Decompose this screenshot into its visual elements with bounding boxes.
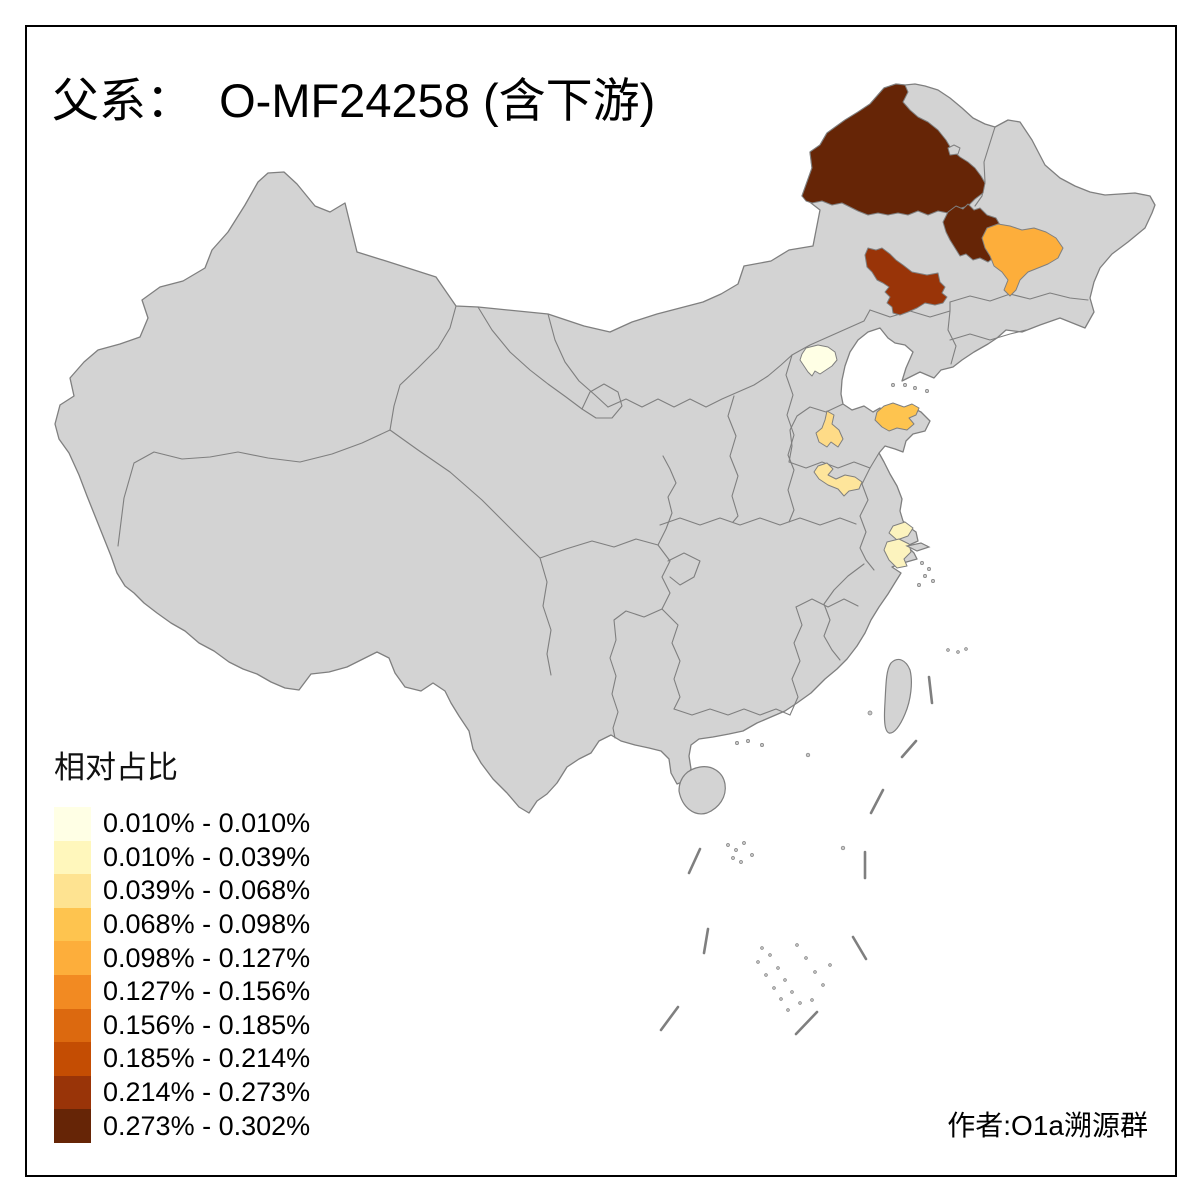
- legend-label: 0.010% - 0.010%: [103, 808, 311, 839]
- legend-item: 0.273% - 0.302%: [54, 1109, 311, 1144]
- legend-title: 相对占比: [54, 750, 178, 785]
- province-borders: [117, 126, 1089, 739]
- map-region-shandong-south: [813, 462, 863, 497]
- legend: 相对占比 0.010% - 0.010% 0.010% - 0.039% 0.0…: [54, 742, 311, 1144]
- legend-label: 0.098% - 0.127%: [103, 942, 311, 973]
- legend-swatch-rect: [54, 941, 91, 976]
- small-islands: [726, 383, 968, 1012]
- legend-label: 0.156% - 0.185%: [103, 1009, 311, 1040]
- legend-label: 0.010% - 0.039%: [103, 841, 311, 872]
- legend-swatch-rect: [54, 1008, 91, 1043]
- legend-swatch: [54, 874, 91, 909]
- legend-label: 0.214% - 0.273%: [103, 1077, 311, 1108]
- legend-item: 0.068% - 0.098%: [54, 907, 311, 942]
- legend-label: 0.185% - 0.214%: [103, 1043, 311, 1074]
- legend-swatch: [54, 941, 91, 976]
- legend-swatch-rect: [54, 807, 91, 841]
- legend-item: 0.010% - 0.010%: [54, 807, 310, 841]
- map-region-shanghai: [883, 538, 912, 569]
- legend-swatch: [54, 807, 91, 841]
- legend-label: 0.273% - 0.302%: [103, 1110, 311, 1141]
- legend-item: 0.185% - 0.214%: [54, 1042, 311, 1077]
- map-region-shandong-west: [815, 410, 844, 448]
- map-region-enclave: [947, 144, 961, 156]
- page-title: 父系： O-MF24258 (含下游): [52, 74, 656, 127]
- legend-item: 0.098% - 0.127%: [54, 941, 311, 976]
- plot-frame: [25, 25, 1177, 1177]
- islands: [678, 542, 931, 815]
- hainan-island: [678, 766, 726, 815]
- nine-dash-line: [659, 675, 934, 1036]
- legend-item: 0.010% - 0.039%: [54, 840, 311, 875]
- legend-label: 0.039% - 0.068%: [103, 875, 311, 906]
- map-region-beijing: [799, 344, 838, 377]
- legend-item: 0.127% - 0.156%: [54, 974, 311, 1009]
- legend-item: 0.039% - 0.068%: [54, 874, 311, 909]
- legend-swatch-rect: [54, 1075, 91, 1110]
- legend-swatch-rect: [54, 974, 91, 1009]
- legend-swatch: [54, 1109, 91, 1144]
- map-region-hulunbuir: [801, 83, 986, 216]
- taiwan-island: [883, 658, 912, 734]
- legend-swatch: [54, 1042, 91, 1077]
- legend-swatch: [54, 840, 91, 875]
- map-region-shandong-peninsula: [874, 402, 920, 432]
- chongming-island: [905, 542, 931, 552]
- map-region-suihua: [981, 223, 1064, 297]
- map-region-nantong: [888, 521, 914, 541]
- map-region-xingan: [864, 247, 948, 316]
- legend-swatch: [54, 1075, 91, 1110]
- legend-item: 0.156% - 0.185%: [54, 1008, 311, 1043]
- legend-label: 0.127% - 0.156%: [103, 976, 311, 1007]
- attribution-text: 作者:O1a溯源群: [947, 1110, 1148, 1141]
- legend-swatch-rect: [54, 840, 91, 875]
- legend-item: 0.214% - 0.273%: [54, 1075, 311, 1110]
- legend-swatch: [54, 907, 91, 942]
- legend-swatch-rect: [54, 1109, 91, 1144]
- legend-swatch-rect: [54, 1042, 91, 1077]
- legend-swatch: [54, 974, 91, 1009]
- choropleth-regions: [799, 83, 1064, 569]
- legend-swatch-rect: [54, 907, 91, 942]
- legend-swatch-rect: [54, 874, 91, 909]
- legend-label: 0.068% - 0.098%: [103, 909, 311, 940]
- legend-swatch: [54, 1008, 91, 1043]
